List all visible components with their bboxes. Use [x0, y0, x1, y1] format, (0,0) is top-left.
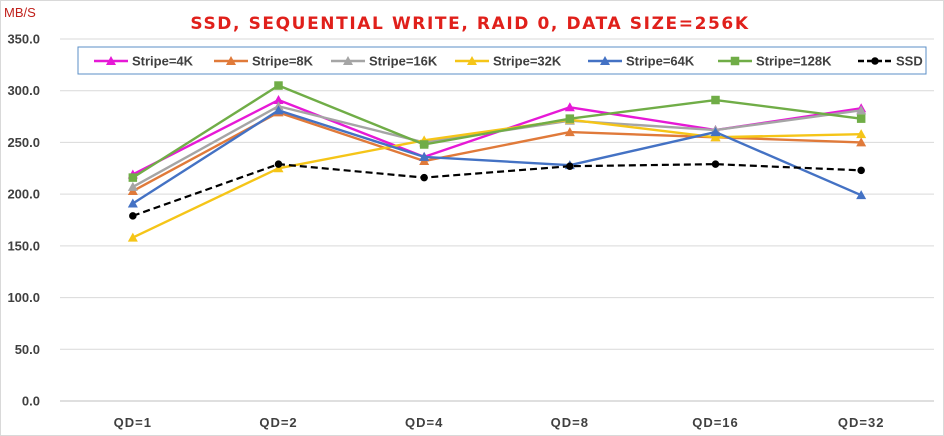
legend-entry: Stripe=32K — [455, 54, 562, 69]
legend-label: Stripe=64K — [626, 54, 695, 69]
gridlines — [60, 38, 934, 402]
data-point — [565, 114, 575, 123]
legend-swatch-marker — [343, 56, 353, 65]
data-point — [419, 140, 429, 149]
legend: Stripe=4K Stripe=8K Stripe=16K Stripe=32K St… — [77, 46, 927, 75]
series-line — [132, 109, 862, 205]
series-line — [132, 118, 862, 239]
data-point — [710, 132, 721, 142]
y-axis-unit: MB/S — [4, 5, 36, 20]
y-tick-label: 100.0 — [7, 290, 40, 305]
x-tick-label: QD=2 — [259, 415, 297, 430]
legend-label: Stripe=4K — [132, 54, 194, 69]
data-point — [566, 162, 574, 170]
x-axis-tick-labels: QD=1 QD=2 QD=4 QD=8 QD=16 QD=32 — [114, 415, 885, 430]
data-point — [274, 81, 283, 90]
data-point — [856, 129, 867, 139]
legend-label: Stripe=16K — [369, 54, 438, 69]
y-tick-label: 0.0 — [22, 394, 40, 409]
legend-swatch-marker — [226, 56, 236, 65]
data-point — [128, 173, 138, 182]
legend-swatch-marker — [106, 56, 116, 65]
series-ssd — [129, 160, 865, 220]
legend-entry: Stripe=8K — [214, 54, 314, 69]
data-point — [273, 105, 284, 115]
x-tick-label: QD=8 — [551, 415, 589, 430]
series-line — [132, 163, 862, 217]
x-tick-label: QD=1 — [114, 415, 152, 430]
legend-label: Stripe=32K — [493, 54, 562, 69]
data-point — [710, 127, 721, 137]
data-point — [856, 114, 866, 123]
y-axis-tick-labels: 0.0 50.0 100.0 150.0 200.0 250.0 300.0 350.0 — [7, 32, 40, 409]
legend-label: Stripe=8K — [252, 54, 314, 69]
y-tick-label: 350.0 — [7, 32, 40, 47]
data-point — [273, 95, 284, 105]
y-tick-label: 250.0 — [7, 135, 40, 150]
legend-swatch-marker — [600, 56, 610, 65]
legend-entry: Stripe=64K — [588, 54, 695, 69]
data-point — [856, 190, 867, 200]
y-tick-label: 150.0 — [7, 238, 40, 253]
data-point — [274, 160, 283, 168]
y-tick-label: 50.0 — [15, 342, 40, 357]
legend-entry: Stripe=128K — [718, 54, 832, 69]
x-tick-label: QD=4 — [405, 415, 443, 430]
legend-entry: Stripe=16K — [331, 54, 438, 69]
data-point — [564, 102, 575, 112]
data-point — [857, 166, 865, 175]
series-line — [132, 84, 862, 179]
data-point — [129, 212, 137, 220]
data-point — [127, 232, 138, 242]
data-point — [856, 105, 867, 115]
data-point — [420, 173, 428, 182]
series-stripe-128k — [128, 81, 866, 182]
y-tick-label: 200.0 — [7, 187, 40, 202]
data-point — [419, 151, 430, 161]
data-point — [856, 137, 867, 147]
data-point — [711, 160, 720, 168]
legend-swatch-marker — [730, 56, 740, 66]
legend-swatch-marker — [467, 56, 477, 65]
legend-entry: Stripe=4K — [94, 54, 194, 69]
y-tick-label: 300.0 — [7, 83, 40, 98]
x-tick-label: QD=16 — [692, 415, 739, 430]
data-point — [127, 198, 138, 208]
data-point — [711, 95, 720, 105]
data-point — [127, 181, 138, 191]
legend-label: Stripe=128K — [756, 54, 832, 69]
legend-swatch-marker — [871, 57, 879, 65]
x-tick-label: QD=32 — [838, 415, 885, 430]
legend-label: SSD — [896, 54, 923, 69]
chart-title: SSD, SEQUENTIAL WRITE, RAID 0, DATA SIZE… — [190, 14, 749, 34]
data-point — [564, 127, 575, 137]
legend-entry: SSD — [858, 54, 923, 69]
series-lines — [127, 81, 867, 242]
